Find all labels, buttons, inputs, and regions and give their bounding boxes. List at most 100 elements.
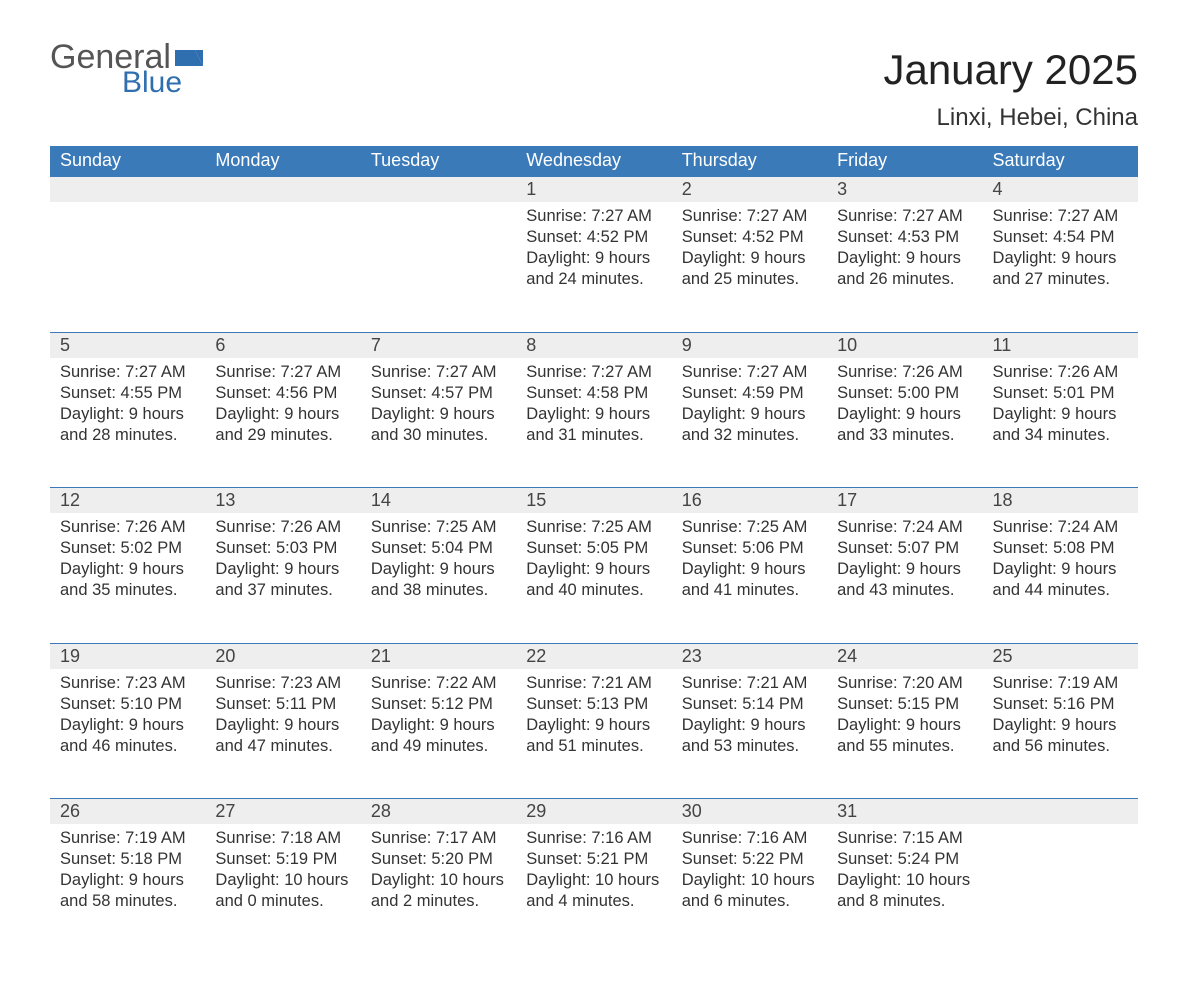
daylight-text-line2: and 4 minutes. bbox=[526, 891, 663, 912]
sunset-text: Sunset: 4:53 PM bbox=[837, 227, 974, 248]
sunrise-text: Sunrise: 7:27 AM bbox=[526, 206, 663, 227]
day-number: 22 bbox=[516, 643, 671, 669]
day-number bbox=[50, 177, 205, 202]
day-cell: Sunrise: 7:27 AMSunset: 4:53 PMDaylight:… bbox=[827, 202, 982, 332]
daylight-text-line2: and 35 minutes. bbox=[60, 580, 197, 601]
day-number: 8 bbox=[516, 332, 671, 358]
sunrise-text: Sunrise: 7:23 AM bbox=[60, 673, 197, 694]
daylight-text-line2: and 51 minutes. bbox=[526, 736, 663, 757]
daylight-text-line2: and 53 minutes. bbox=[682, 736, 819, 757]
day-number: 5 bbox=[50, 332, 205, 358]
day-cell bbox=[361, 202, 516, 332]
sunrise-text: Sunrise: 7:27 AM bbox=[993, 206, 1130, 227]
daylight-text-line2: and 28 minutes. bbox=[60, 425, 197, 446]
day-number-row: 262728293031 bbox=[50, 799, 1138, 825]
day-cell: Sunrise: 7:15 AMSunset: 5:24 PMDaylight:… bbox=[827, 824, 982, 954]
sunrise-text: Sunrise: 7:23 AM bbox=[215, 673, 352, 694]
day-number: 15 bbox=[516, 488, 671, 514]
sunset-text: Sunset: 5:05 PM bbox=[526, 538, 663, 559]
sunset-text: Sunset: 4:56 PM bbox=[215, 383, 352, 404]
day-cell: Sunrise: 7:16 AMSunset: 5:22 PMDaylight:… bbox=[672, 824, 827, 954]
sunset-text: Sunset: 5:15 PM bbox=[837, 694, 974, 715]
sunset-text: Sunset: 5:12 PM bbox=[371, 694, 508, 715]
day-cell: Sunrise: 7:20 AMSunset: 5:15 PMDaylight:… bbox=[827, 669, 982, 799]
day-content-row: Sunrise: 7:19 AMSunset: 5:18 PMDaylight:… bbox=[50, 824, 1138, 954]
daylight-text-line1: Daylight: 9 hours bbox=[993, 248, 1130, 269]
sunset-text: Sunset: 5:21 PM bbox=[526, 849, 663, 870]
day-number bbox=[983, 799, 1138, 825]
sunset-text: Sunset: 4:54 PM bbox=[993, 227, 1130, 248]
daylight-text-line2: and 30 minutes. bbox=[371, 425, 508, 446]
sunset-text: Sunset: 5:03 PM bbox=[215, 538, 352, 559]
day-number: 6 bbox=[205, 332, 360, 358]
daylight-text-line2: and 44 minutes. bbox=[993, 580, 1130, 601]
daylight-text-line2: and 27 minutes. bbox=[993, 269, 1130, 290]
sunrise-text: Sunrise: 7:27 AM bbox=[60, 362, 197, 383]
sunset-text: Sunset: 5:10 PM bbox=[60, 694, 197, 715]
weekday-header: Thursday bbox=[672, 146, 827, 177]
day-number: 19 bbox=[50, 643, 205, 669]
day-cell: Sunrise: 7:25 AMSunset: 5:04 PMDaylight:… bbox=[361, 513, 516, 643]
daylight-text-line1: Daylight: 9 hours bbox=[526, 404, 663, 425]
day-number: 25 bbox=[983, 643, 1138, 669]
day-cell: Sunrise: 7:16 AMSunset: 5:21 PMDaylight:… bbox=[516, 824, 671, 954]
day-number: 2 bbox=[672, 177, 827, 202]
daylight-text-line1: Daylight: 9 hours bbox=[371, 404, 508, 425]
day-cell: Sunrise: 7:18 AMSunset: 5:19 PMDaylight:… bbox=[205, 824, 360, 954]
day-cell: Sunrise: 7:17 AMSunset: 5:20 PMDaylight:… bbox=[361, 824, 516, 954]
day-content-row: Sunrise: 7:23 AMSunset: 5:10 PMDaylight:… bbox=[50, 669, 1138, 799]
day-cell: Sunrise: 7:26 AMSunset: 5:02 PMDaylight:… bbox=[50, 513, 205, 643]
daylight-text-line1: Daylight: 9 hours bbox=[60, 559, 197, 580]
day-cell: Sunrise: 7:26 AMSunset: 5:03 PMDaylight:… bbox=[205, 513, 360, 643]
sunrise-text: Sunrise: 7:27 AM bbox=[682, 362, 819, 383]
sunrise-text: Sunrise: 7:26 AM bbox=[837, 362, 974, 383]
day-cell: Sunrise: 7:27 AMSunset: 4:56 PMDaylight:… bbox=[205, 358, 360, 488]
day-number: 10 bbox=[827, 332, 982, 358]
sunset-text: Sunset: 4:57 PM bbox=[371, 383, 508, 404]
daylight-text-line1: Daylight: 9 hours bbox=[993, 715, 1130, 736]
day-number: 4 bbox=[983, 177, 1138, 202]
sunset-text: Sunset: 5:24 PM bbox=[837, 849, 974, 870]
weekday-header: Friday bbox=[827, 146, 982, 177]
sunset-text: Sunset: 5:00 PM bbox=[837, 383, 974, 404]
sunset-text: Sunset: 4:52 PM bbox=[526, 227, 663, 248]
daylight-text-line1: Daylight: 9 hours bbox=[837, 715, 974, 736]
day-number: 13 bbox=[205, 488, 360, 514]
day-number: 7 bbox=[361, 332, 516, 358]
daylight-text-line1: Daylight: 9 hours bbox=[526, 715, 663, 736]
sunset-text: Sunset: 4:59 PM bbox=[682, 383, 819, 404]
daylight-text-line2: and 38 minutes. bbox=[371, 580, 508, 601]
daylight-text-line1: Daylight: 10 hours bbox=[682, 870, 819, 891]
weekday-header-row: Sunday Monday Tuesday Wednesday Thursday… bbox=[50, 146, 1138, 177]
daylight-text-line1: Daylight: 9 hours bbox=[215, 559, 352, 580]
day-cell: Sunrise: 7:26 AMSunset: 5:01 PMDaylight:… bbox=[983, 358, 1138, 488]
daylight-text-line2: and 26 minutes. bbox=[837, 269, 974, 290]
daylight-text-line2: and 29 minutes. bbox=[215, 425, 352, 446]
daylight-text-line2: and 32 minutes. bbox=[682, 425, 819, 446]
sunset-text: Sunset: 5:11 PM bbox=[215, 694, 352, 715]
daylight-text-line1: Daylight: 9 hours bbox=[682, 404, 819, 425]
sunrise-text: Sunrise: 7:26 AM bbox=[993, 362, 1130, 383]
daylight-text-line1: Daylight: 9 hours bbox=[60, 715, 197, 736]
daylight-text-line1: Daylight: 9 hours bbox=[682, 559, 819, 580]
daylight-text-line1: Daylight: 9 hours bbox=[60, 870, 197, 891]
sunset-text: Sunset: 5:18 PM bbox=[60, 849, 197, 870]
sunrise-text: Sunrise: 7:21 AM bbox=[682, 673, 819, 694]
day-number: 17 bbox=[827, 488, 982, 514]
brand-word2: Blue bbox=[122, 68, 182, 98]
day-cell: Sunrise: 7:27 AMSunset: 4:54 PMDaylight:… bbox=[983, 202, 1138, 332]
daylight-text-line1: Daylight: 10 hours bbox=[371, 870, 508, 891]
sunrise-text: Sunrise: 7:25 AM bbox=[682, 517, 819, 538]
daylight-text-line1: Daylight: 9 hours bbox=[371, 715, 508, 736]
day-cell: Sunrise: 7:22 AMSunset: 5:12 PMDaylight:… bbox=[361, 669, 516, 799]
day-cell: Sunrise: 7:24 AMSunset: 5:07 PMDaylight:… bbox=[827, 513, 982, 643]
daylight-text-line2: and 24 minutes. bbox=[526, 269, 663, 290]
daylight-text-line2: and 33 minutes. bbox=[837, 425, 974, 446]
day-content-row: Sunrise: 7:27 AMSunset: 4:55 PMDaylight:… bbox=[50, 358, 1138, 488]
day-number: 28 bbox=[361, 799, 516, 825]
brand-logo: General Blue bbox=[50, 40, 209, 98]
daylight-text-line1: Daylight: 9 hours bbox=[837, 559, 974, 580]
day-number: 21 bbox=[361, 643, 516, 669]
day-cell: Sunrise: 7:23 AMSunset: 5:10 PMDaylight:… bbox=[50, 669, 205, 799]
daylight-text-line2: and 56 minutes. bbox=[993, 736, 1130, 757]
